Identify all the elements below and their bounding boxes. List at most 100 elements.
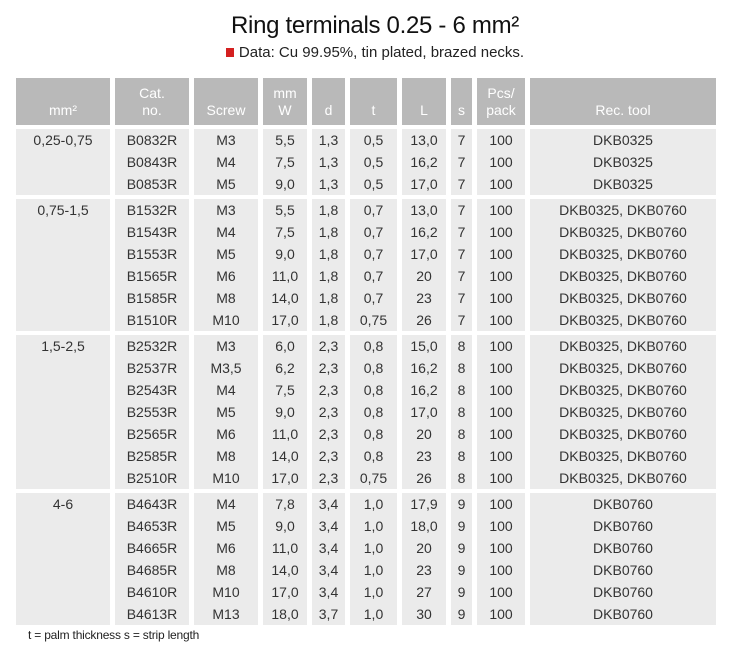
cell-t: 0,5 (350, 129, 397, 151)
cell-strip: 8 (451, 445, 472, 467)
cell-screw: M4 (194, 379, 258, 401)
cell-screw: M5 (194, 401, 258, 423)
cell-screw: M5 (194, 515, 258, 537)
cell-rec-tool: DKB0760 (530, 493, 716, 515)
header-screw: Screw (194, 78, 258, 125)
cell-strip: 7 (451, 265, 472, 287)
cell-pcs-per-pack: 100 (477, 173, 525, 195)
cell-width: 17,0 (263, 309, 307, 331)
cell-screw: M3,5 (194, 357, 258, 379)
cell-strip: 7 (451, 309, 472, 331)
cell-cat-no: B1543R (115, 221, 189, 243)
cell-d: 1,3 (312, 129, 345, 151)
cell-screw: M10 (194, 467, 258, 489)
cell-t: 1,0 (350, 537, 397, 559)
header-label: Cat. no. (139, 85, 165, 118)
cell-screw: M6 (194, 423, 258, 445)
cell-cat-no: B4685R (115, 559, 189, 581)
cell-size-range: 0,75-1,5 (16, 199, 110, 331)
cell-length: 13,0 (402, 199, 446, 221)
cell-pcs-per-pack: 100 (477, 199, 525, 221)
size-group: 0,75-1,5 B1532R M3 5,5 1,8 0,7 13,0 7 100 DKB0325… (16, 199, 716, 331)
header-label: Pcs/ pack (486, 85, 516, 118)
header-label: Rec. tool (595, 102, 651, 118)
cell-length: 16,2 (402, 379, 446, 401)
cell-rec-tool: DKB0325, DKB0760 (530, 199, 716, 221)
cell-d: 1,3 (312, 173, 345, 195)
cell-cat-no: B1565R (115, 265, 189, 287)
cell-screw: M6 (194, 537, 258, 559)
cell-pcs-per-pack: 100 (477, 335, 525, 357)
cell-strip: 8 (451, 423, 472, 445)
cell-t: 0,7 (350, 199, 397, 221)
cell-rec-tool: DKB0325, DKB0760 (530, 467, 716, 489)
cell-d: 1,8 (312, 221, 345, 243)
cell-length: 13,0 (402, 129, 446, 151)
cell-strip: 7 (451, 173, 472, 195)
cell-d: 1,8 (312, 265, 345, 287)
header-t: t (350, 78, 397, 125)
cell-cat-no: B0832R (115, 129, 189, 151)
cell-d: 3,7 (312, 603, 345, 625)
cell-t: 0,7 (350, 287, 397, 309)
size-group: 4-6 B4643R M4 7,8 3,4 1,0 17,9 9 100 DKB0760 B4653… (16, 493, 716, 625)
cell-screw: M4 (194, 151, 258, 173)
cell-length: 17,0 (402, 243, 446, 265)
cell-pcs-per-pack: 100 (477, 603, 525, 625)
cell-d: 3,4 (312, 493, 345, 515)
cell-d: 1,8 (312, 309, 345, 331)
cell-rec-tool: DKB0325, DKB0760 (530, 401, 716, 423)
cell-d: 3,4 (312, 559, 345, 581)
cell-screw: M4 (194, 493, 258, 515)
cell-strip: 9 (451, 515, 472, 537)
header-pcs-per-pack: Pcs/ pack (477, 78, 525, 125)
cell-screw: M5 (194, 173, 258, 195)
cell-t: 0,7 (350, 265, 397, 287)
cell-pcs-per-pack: 100 (477, 221, 525, 243)
cell-rec-tool: DKB0325, DKB0760 (530, 309, 716, 331)
cell-rec-tool: DKB0325 (530, 173, 716, 195)
cell-t: 0,5 (350, 151, 397, 173)
cell-t: 0,8 (350, 423, 397, 445)
cell-width: 14,0 (263, 287, 307, 309)
cell-pcs-per-pack: 100 (477, 309, 525, 331)
cell-width: 11,0 (263, 423, 307, 445)
cell-d: 2,3 (312, 423, 345, 445)
cell-width: 5,5 (263, 199, 307, 221)
cell-length: 17,0 (402, 401, 446, 423)
cell-d: 1,8 (312, 199, 345, 221)
cell-strip: 9 (451, 537, 472, 559)
cell-pcs-per-pack: 100 (477, 423, 525, 445)
cell-pcs-per-pack: 100 (477, 493, 525, 515)
cell-rec-tool: DKB0325, DKB0760 (530, 221, 716, 243)
cell-screw: M3 (194, 199, 258, 221)
header-width: mm W (263, 78, 307, 125)
cell-t: 0,8 (350, 357, 397, 379)
cell-length: 18,0 (402, 515, 446, 537)
cell-strip: 9 (451, 581, 472, 603)
cell-strip: 7 (451, 221, 472, 243)
cell-width: 17,0 (263, 581, 307, 603)
cell-width: 9,0 (263, 515, 307, 537)
size-group: 0,25-0,75 B0832R M3 5,5 1,3 0,5 13,0 7 100 DKB032… (16, 129, 716, 195)
cell-t: 1,0 (350, 581, 397, 603)
cell-strip: 8 (451, 379, 472, 401)
cell-width: 9,0 (263, 173, 307, 195)
cell-length: 16,2 (402, 221, 446, 243)
cell-t: 0,8 (350, 379, 397, 401)
cell-t: 0,7 (350, 243, 397, 265)
cell-screw: M3 (194, 129, 258, 151)
cell-strip: 8 (451, 357, 472, 379)
cell-rec-tool: DKB0325 (530, 151, 716, 173)
cell-t: 1,0 (350, 493, 397, 515)
cell-screw: M8 (194, 559, 258, 581)
cell-screw: M8 (194, 445, 258, 467)
cell-cat-no: B0843R (115, 151, 189, 173)
header-strip: s (451, 78, 472, 125)
cell-width: 14,0 (263, 559, 307, 581)
cell-screw: M10 (194, 309, 258, 331)
cell-pcs-per-pack: 100 (477, 515, 525, 537)
cell-length: 23 (402, 445, 446, 467)
cell-cat-no: B1510R (115, 309, 189, 331)
cell-strip: 7 (451, 287, 472, 309)
